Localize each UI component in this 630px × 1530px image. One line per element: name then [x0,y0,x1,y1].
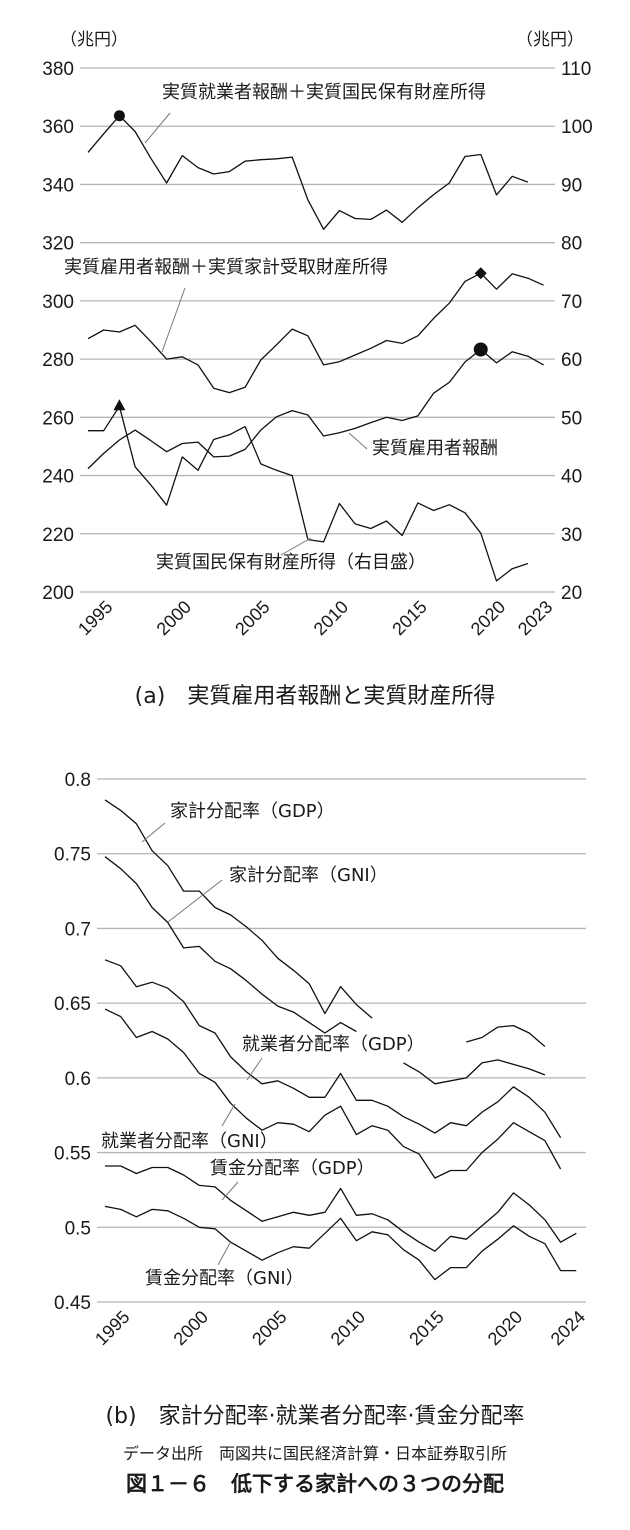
circle-marker [473,342,488,357]
right-tick-label: 90 [561,175,582,196]
right-tick-label: 40 [561,467,582,488]
left-tick-label: 380 [42,59,74,80]
series-label: 実質国民保有財産所得（右目盛） [156,552,426,573]
left-tick-label: 0.45 [54,1293,91,1314]
series-line [104,799,373,1019]
left-tick-label: 360 [42,117,74,138]
left-tick-label: 240 [42,467,74,488]
right-tick-label: 60 [561,350,582,371]
right-tick-label: 50 [561,408,582,429]
chart-a: 200 220 240 260 280 300 320 340 360 380 20 30 40 50 60… [42,59,593,639]
series-label: 賃金分配率（GNI） [145,1268,304,1289]
series-line [87,348,544,470]
series-label: 賃金分配率（GDP） [210,1158,375,1179]
right-axis-unit: （兆円） [516,30,584,50]
left-tick-label: 260 [42,408,74,429]
series-label: 実質就業者報酬＋実質国民保有財産所得 [162,82,486,103]
diamond-marker [474,267,487,280]
series-line [104,959,562,1138]
right-tick-label: 20 [561,583,582,604]
x-tick-label: 2010 [327,1307,369,1349]
left-tick-label: 0.75 [54,845,91,866]
right-tick-label: 80 [561,234,582,255]
series-line [87,115,529,230]
figure-title: 図１－６ 低下する家計への３つの分配 [126,1472,504,1496]
right-tick-label: 100 [561,117,593,138]
series-label: 家計分配率（GNI） [229,865,388,886]
series-label: 実質雇用者報酬＋実質家計受取財産所得 [64,257,388,278]
left-tick-label: 280 [42,350,74,371]
triangle-marker [113,399,126,411]
series-line [403,1059,546,1085]
series-label: 実質雇用者報酬 [372,438,498,459]
left-tick-label: 0.7 [65,919,91,940]
x-tick-label: 2000 [170,1307,212,1349]
series-line [104,1008,562,1179]
x-tick-label: 2015 [405,1307,447,1349]
series-label: 就業者分配率（GNI） [101,1131,278,1152]
left-tick-label: 220 [42,525,74,546]
series-label: 就業者分配率（GDP） [242,1034,425,1055]
series-label: 家計分配率（GDP） [170,801,335,822]
left-tick-label: 300 [42,292,74,313]
data-source: データ出所 両図共に国民経済計算・日本証券取引所 [122,1444,507,1463]
left-tick-label: 320 [42,234,74,255]
series-line [466,1024,546,1047]
circle-marker [113,110,125,122]
left-tick-label: 0.65 [54,994,91,1015]
left-tick-label: 0.6 [65,1069,91,1090]
right-tick-label: 70 [561,292,582,313]
right-tick-label: 30 [561,525,582,546]
series-line [104,856,357,1034]
x-tick-label: 2024 [547,1307,589,1349]
caption-a: (a) 実質雇用者報酬と実質財産所得 [134,684,496,709]
series-line [87,272,544,394]
caption-b: (b) 家計分配率·就業者分配率·賃金分配率 [105,1404,525,1429]
x-tick-label: 2005 [248,1307,290,1349]
right-tick-label: 110 [561,59,591,80]
left-tick-label: 0.5 [65,1218,91,1239]
left-axis-unit: （兆円） [60,30,128,50]
left-tick-label: 340 [42,175,74,196]
left-tick-label: 0.8 [65,770,91,791]
x-tick-label: 2020 [484,1307,526,1349]
left-tick-label: 200 [42,583,74,604]
series-line [105,1165,577,1252]
left-tick-label: 0.55 [54,1144,91,1165]
x-tick-label: 1995 [91,1307,133,1349]
series-line [104,1205,577,1281]
